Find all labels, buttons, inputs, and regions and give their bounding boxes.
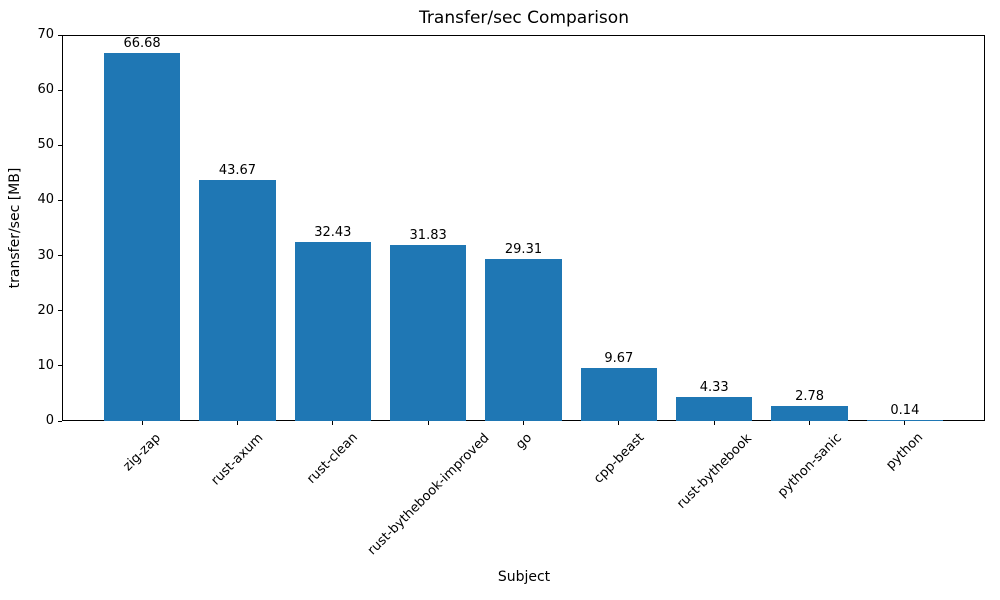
y-tick-label: 10 xyxy=(37,357,54,373)
x-tick xyxy=(141,421,143,425)
x-tick-label: rust-bythebook xyxy=(673,430,755,512)
y-tick xyxy=(58,310,62,312)
x-tick-label: zig-zap xyxy=(120,430,165,474)
x-tick-label: rust-clean xyxy=(304,430,362,488)
x-tick xyxy=(236,421,238,425)
x-tick xyxy=(332,421,334,425)
bar xyxy=(485,259,562,421)
x-tick xyxy=(523,421,524,425)
bar-value-label: 29.31 xyxy=(504,242,543,258)
bar xyxy=(294,242,371,421)
x-tick-label: go xyxy=(512,430,535,453)
x-axis-label: Subject xyxy=(497,569,551,585)
bar-value-label: 2.78 xyxy=(795,388,825,404)
y-tick-label: 60 xyxy=(37,82,54,98)
y-tick-label: 20 xyxy=(37,302,54,318)
bar-value-label: 9.67 xyxy=(604,350,634,366)
y-tick xyxy=(58,199,62,201)
bar xyxy=(866,420,944,422)
y-axis-label: transfer/sec [MB] xyxy=(7,167,23,289)
y-tick xyxy=(58,255,62,257)
x-tick xyxy=(427,421,429,425)
x-tick xyxy=(713,421,715,425)
x-tick-label: cpp-beast xyxy=(590,430,648,487)
bar-value-label: 0.14 xyxy=(890,403,920,419)
bar-value-label: 32.43 xyxy=(314,225,352,241)
x-tick-label: python-sanic xyxy=(774,430,845,501)
x-tick xyxy=(809,421,811,425)
x-tick xyxy=(904,421,906,425)
y-tick xyxy=(58,89,62,91)
y-tick xyxy=(58,144,62,146)
x-tick-label: rust-axum xyxy=(208,430,267,489)
y-tick xyxy=(58,365,62,367)
bar xyxy=(676,397,753,421)
chart-title: Transfer/sec Comparison xyxy=(419,8,629,28)
bar xyxy=(580,367,657,421)
y-tick-label: 0 xyxy=(45,413,54,428)
y-tick xyxy=(58,34,62,36)
bar-value-label: 43.67 xyxy=(218,163,257,179)
x-tick xyxy=(618,421,620,425)
bar xyxy=(771,405,848,421)
x-tick-label: python xyxy=(883,430,927,474)
bar xyxy=(199,180,276,421)
bar xyxy=(103,53,181,421)
y-tick-label: 50 xyxy=(37,137,54,153)
x-tick-label: rust-bythebook-improved xyxy=(364,430,493,559)
y-tick xyxy=(58,420,62,422)
y-tick-label: 40 xyxy=(37,192,54,208)
bar-value-label: 31.83 xyxy=(409,228,447,244)
bar-value-label: 4.33 xyxy=(699,380,729,396)
y-tick-label: 70 xyxy=(37,27,54,42)
bar-value-label: 66.68 xyxy=(123,36,161,52)
bar xyxy=(390,245,467,421)
y-tick-label: 30 xyxy=(37,247,54,263)
